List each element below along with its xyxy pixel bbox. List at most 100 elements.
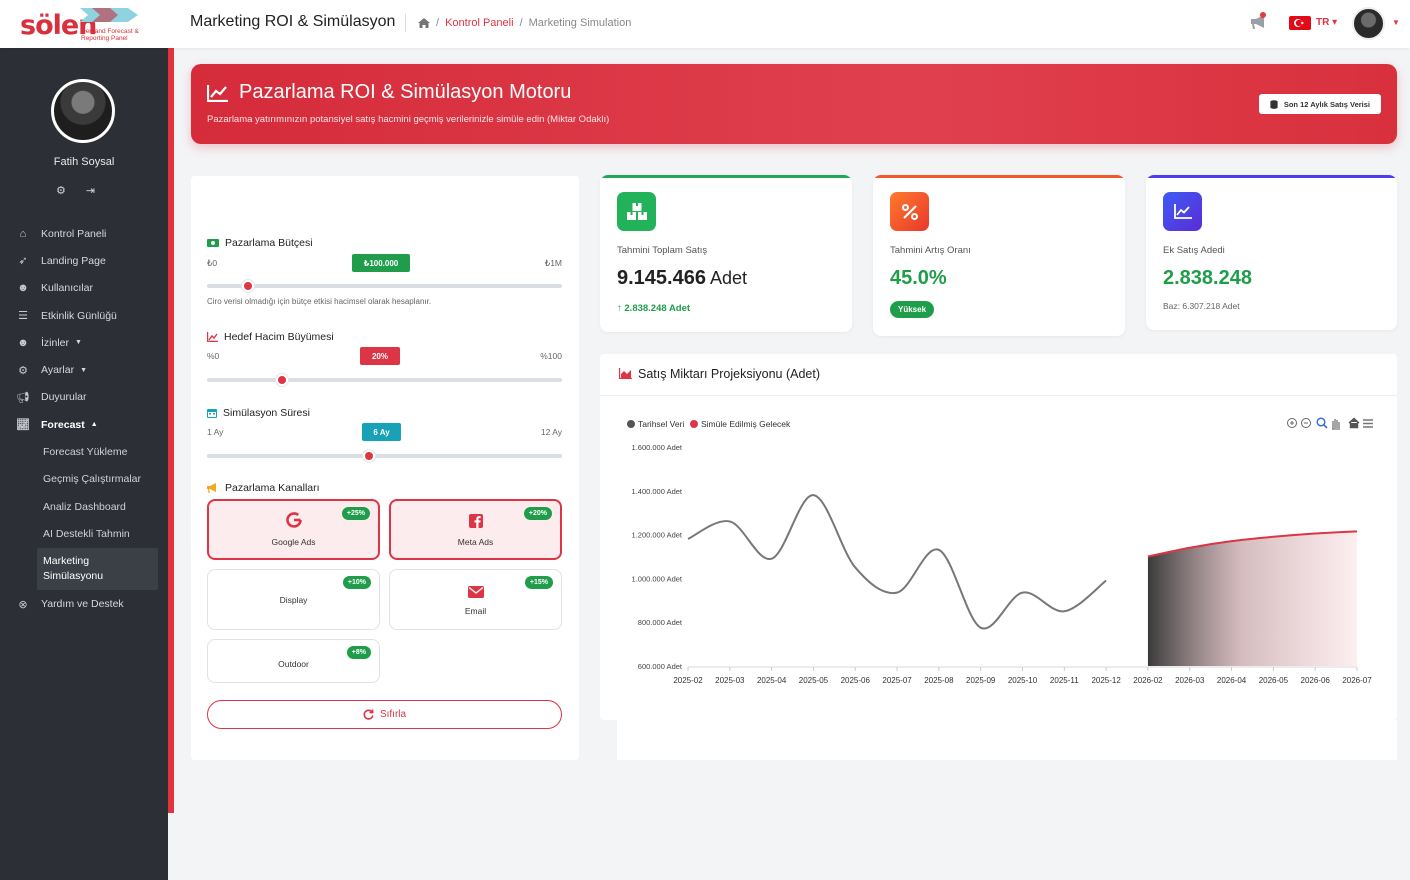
- redo-icon: [363, 709, 374, 720]
- x-tick-label: 2025-03: [715, 676, 745, 685]
- sales-data-button-label: Son 12 Aylık Satış Verisi: [1283, 99, 1370, 109]
- simulated-series-line[interactable]: [1147, 530, 1358, 558]
- menu-icon[interactable]: [1363, 419, 1373, 428]
- x-tick-label: 2025-12: [1091, 676, 1121, 685]
- chart-card-footer: [617, 720, 1397, 760]
- channel-name: Email: [464, 606, 487, 616]
- money-bill-icon: [207, 239, 219, 247]
- duration-value-badge: 6 Ay: [362, 423, 401, 441]
- x-tick-label: 2026-06: [1301, 676, 1331, 685]
- stat-label: Tahmini Toplam Satış: [617, 245, 708, 256]
- sidebar-item-announcements[interactable]: 📢︎ Duyurular: [0, 384, 168, 411]
- sidebar-item-forecast[interactable]: 📈︎ Forecast ▲: [0, 411, 168, 438]
- sidebar-item-label: Yardım ve Destek: [41, 598, 124, 611]
- channel-google-ads[interactable]: +25% Google Ads: [207, 499, 380, 560]
- simulated-series-area[interactable]: [1147, 531, 1357, 666]
- logo[interactable]: sölen Demand Forecast & Reporting Panel: [18, 2, 158, 46]
- channel-pct-badge: +25%: [341, 507, 370, 520]
- channel-meta-ads[interactable]: +20% Meta Ads: [389, 499, 562, 560]
- turkey-flag-icon[interactable]: [1289, 16, 1311, 30]
- legend-marker[interactable]: [627, 420, 635, 428]
- growth-max: %100: [540, 351, 562, 361]
- channel-outdoor[interactable]: +8% Outdoor: [207, 639, 380, 683]
- rocket-icon: ➶: [18, 255, 28, 268]
- reset-zoom-home-icon[interactable]: [1348, 417, 1360, 429]
- sidebar: Fatih Soysal ⚙ ⇥ ⌂ Kontrol Paneli ➶ Landin…: [0, 48, 168, 880]
- budget-max: ₺1M: [544, 258, 562, 268]
- language-selector[interactable]: TR ▾: [1316, 17, 1338, 28]
- chart-header: Satış Miktarı Projeksiyonu (Adet): [600, 354, 1397, 396]
- legend-label[interactable]: Tarihsel Veri: [638, 419, 684, 429]
- sales-data-button[interactable]: Son 12 Aylık Satış Verisi: [1258, 94, 1381, 114]
- legend-marker[interactable]: [690, 420, 698, 428]
- channel-name: Outdoor: [278, 659, 309, 669]
- sidebar-item-help[interactable]: ⊗ Yardım ve Destek: [0, 591, 168, 618]
- channel-display[interactable]: +10% Display: [207, 569, 380, 630]
- language-label: TR: [1316, 17, 1330, 28]
- chart-line-icon: [207, 85, 228, 102]
- logout-icon[interactable]: ⇥: [85, 185, 96, 197]
- budget-slider-handle[interactable]: [242, 280, 254, 292]
- x-tick-label: 2025-11: [1050, 676, 1079, 685]
- stat-card-total-sales: Tahmini Toplam Satış 9.145.466 Adet ↑ 2.8…: [600, 175, 852, 332]
- historical-series-line[interactable]: [687, 494, 1107, 630]
- sidebar-subitem-forecast-upload[interactable]: Forecast Yükleme: [43, 446, 128, 459]
- x-tick-label: 2026-03: [1175, 676, 1205, 685]
- channel-name: Meta Ads: [457, 537, 494, 547]
- y-tick-label: 1.600.000 Adet: [632, 443, 683, 452]
- channel-pct-badge: +10%: [342, 576, 371, 589]
- projection-chart[interactable]: Tarihsel Veri Simüle Edilmiş Gelecek 600.…: [600, 396, 1397, 720]
- duration-slider-handle[interactable]: [363, 450, 375, 462]
- sidebar-item-permissions[interactable]: ☻ İzinler ▼: [0, 329, 168, 356]
- chart-line-icon: [207, 332, 218, 342]
- sidebar-item-landing-page[interactable]: ➶ Landing Page: [0, 247, 168, 274]
- growth-status-badge: Yüksek: [890, 301, 935, 318]
- reset-button[interactable]: Sıfırla: [207, 700, 562, 729]
- growth-slider[interactable]: [207, 374, 562, 386]
- growth-min: %0: [207, 351, 220, 361]
- logo-subtitle-line-1: Demand Forecast &: [81, 28, 139, 35]
- channel-email[interactable]: +15% Email: [389, 569, 562, 630]
- zoom-in-icon[interactable]: [1287, 418, 1297, 428]
- budget-label: Pazarlama Bütçesi: [207, 237, 313, 249]
- pan-hand-icon[interactable]: [1332, 419, 1340, 430]
- stat-footer: Baz: 6.307.218 Adet: [1163, 301, 1240, 311]
- sidebar-item-users[interactable]: ☻ Kullanıcılar: [0, 275, 168, 302]
- profile-avatar[interactable]: [51, 79, 115, 143]
- stat-footer: ↑ 2.838.248 Adet: [617, 303, 690, 314]
- announcements-button[interactable]: [1250, 12, 1268, 35]
- settings-gear-icon[interactable]: ⚙: [56, 185, 66, 197]
- breadcrumb-link-dashboard[interactable]: Kontrol Paneli: [445, 17, 514, 29]
- chevron-down-icon[interactable]: ▼: [1392, 18, 1400, 27]
- sidebar-subitem-analysis-dashboard[interactable]: Analiz Dashboard: [43, 500, 126, 513]
- stat-label: Ek Satış Adedi: [1163, 245, 1225, 256]
- list-icon: ☰: [18, 310, 28, 323]
- hero-title: Pazarlama ROI & Simülasyon Motoru: [239, 81, 572, 103]
- chart-area-icon: [619, 368, 632, 379]
- user-avatar[interactable]: [1352, 7, 1385, 40]
- x-tick-label: 2025-06: [841, 676, 871, 685]
- sidebar-item-dashboard[interactable]: ⌂ Kontrol Paneli: [0, 220, 168, 247]
- zoom-select-icon[interactable]: [1316, 417, 1328, 429]
- sidebar-item-settings[interactable]: ⚙ Ayarlar ▼: [0, 356, 168, 383]
- duration-slider[interactable]: [207, 450, 562, 462]
- notification-dot: [1260, 12, 1266, 18]
- growth-slider-handle[interactable]: [276, 374, 288, 386]
- reset-button-label: Sıfırla: [379, 709, 407, 720]
- stat-value: 45.0%: [890, 267, 947, 289]
- stat-value-unit: Adet: [709, 268, 748, 288]
- budget-slider[interactable]: [207, 280, 562, 292]
- legend-label[interactable]: Simüle Edilmiş Gelecek: [701, 419, 791, 429]
- sidebar-item-activity-log[interactable]: ☰ Etkinlik Günlüğü: [0, 302, 168, 329]
- stat-footer-text: 2.838.248 Adet: [624, 303, 691, 314]
- sidebar-subitem-marketing-simulation[interactable]: Marketing Simülasyonu: [37, 547, 158, 590]
- stat-value: 9.145.466 Adet: [617, 267, 747, 290]
- chart-title: Satış Miktarı Projeksiyonu (Adet): [638, 367, 821, 381]
- sidebar-subitem-ai-forecast[interactable]: AI Destekli Tahmin: [43, 527, 130, 540]
- sidebar-subitem-past-runs[interactable]: Geçmiş Çalıştırmalar: [43, 473, 142, 486]
- zoom-out-icon[interactable]: [1301, 418, 1311, 428]
- home-icon: ⌂: [19, 227, 27, 240]
- home-icon[interactable]: [418, 18, 430, 28]
- x-tick-label: 2025-04: [757, 676, 787, 685]
- profile-actions: ⚙ ⇥: [56, 184, 95, 197]
